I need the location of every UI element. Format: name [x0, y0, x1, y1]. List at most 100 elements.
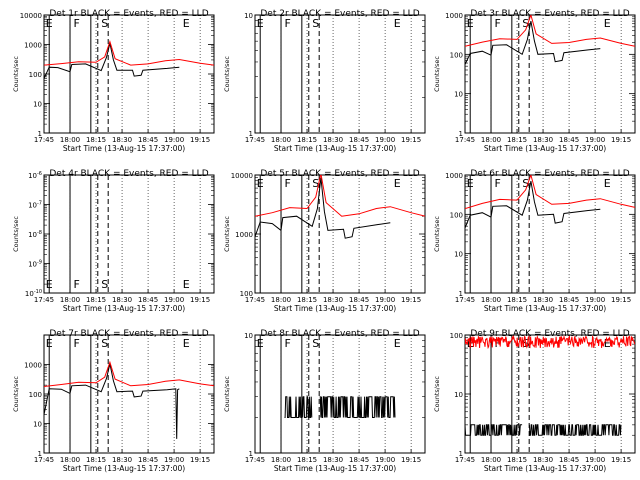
x-tick-label: 18:15 [507, 296, 527, 304]
y-tick-label: 1000 [235, 231, 253, 239]
plot-frame [254, 174, 426, 294]
y-axis-label: Counts/sec [433, 56, 441, 92]
interval-marker-s: S [312, 17, 319, 30]
x-tick-label: 17:45 [245, 456, 265, 464]
y-tick-label: 1000 [24, 42, 42, 50]
panel-det-2: 17:45 18:00 18:15 18:30 18:45 19:00 19:15E F S E1… [223, 9, 426, 153]
interval-marker-f: F [73, 278, 79, 291]
series-group [44, 39, 214, 79]
x-tick-label: 19:00 [164, 296, 184, 304]
interval-marker-f: F [284, 177, 290, 190]
y-tick-label: 10-8 [28, 230, 42, 239]
interval-marker-s: S [312, 177, 319, 190]
x-tick-label: 18:30 [323, 136, 343, 144]
panel-title: Det 9r BLACK = Events, RED = LLD [470, 329, 629, 339]
x-tick-label: 18:45 [138, 456, 158, 464]
x-tick-label: 19:15 [611, 296, 631, 304]
y-axis-label: Counts/sec [12, 56, 20, 92]
x-tick-label: 17:45 [455, 296, 475, 304]
y-tick-label: 1 [459, 450, 463, 458]
interval-marker-e: E [183, 278, 190, 291]
x-tick-label: 18:15 [507, 456, 527, 464]
x-tick-label: 17:45 [245, 136, 265, 144]
panel-det-1: 17:45 18:00 18:15 18:30 18:45 19:00 19:15E F S E1… [12, 9, 215, 153]
x-tick-label: 19:15 [190, 296, 210, 304]
interval-marker-e: E [394, 177, 401, 190]
y-tick-label: 10 [454, 391, 463, 399]
y-axis-label: Counts/sec [433, 376, 441, 412]
y-axis-label: Counts/sec [223, 56, 231, 92]
x-tick-label: 19:15 [190, 456, 210, 464]
series-events-line [255, 177, 391, 239]
y-tick-label: 100 [240, 290, 253, 298]
y-tick-label: 100 [450, 51, 463, 59]
interval-marker-f: F [494, 17, 500, 30]
x-tick-label: 18:15 [297, 136, 317, 144]
x-tick-label: 18:15 [297, 456, 317, 464]
x-tick-label: 18:15 [507, 136, 527, 144]
x-axis-label: Start Time (13-Aug-15 17:37:00) [63, 304, 185, 313]
panel-title: Det 8r BLACK = Events, RED = LLD [260, 329, 419, 339]
interval-marker-e: E [604, 337, 611, 350]
interval-marker-f: F [284, 17, 290, 30]
x-tick-label: 17:45 [34, 456, 54, 464]
x-tick-label: 18:15 [297, 296, 317, 304]
series-group [465, 15, 635, 65]
x-tick-label: 18:45 [559, 456, 579, 464]
panel-det-5: 17:45 18:00 18:15 18:30 18:45 19:00 19:15E F S E1… [223, 169, 426, 313]
series-events-line [44, 363, 180, 439]
series-lld-line [465, 15, 635, 47]
series-group [255, 175, 425, 239]
y-axis-label: Counts/sec [223, 376, 231, 412]
x-tick-label: 17:45 [245, 296, 265, 304]
series-group [44, 360, 214, 439]
y-axis-label: Counts/sec [223, 216, 231, 252]
x-tick-label: 18:00 [271, 296, 291, 304]
y-tick-label: 1 [249, 130, 253, 138]
x-tick-label: 18:45 [138, 136, 158, 144]
interval-marker-s: S [312, 337, 319, 350]
y-tick-label: 100 [450, 211, 463, 219]
x-tick-label: 18:45 [559, 296, 579, 304]
interval-marker-s: S [101, 17, 108, 30]
y-tick-label: 10 [454, 251, 463, 259]
panel-det-9: 17:45 18:00 18:15 18:30 18:45 19:00 19:15E F S E1… [433, 329, 636, 473]
x-tick-label: 18:30 [323, 456, 343, 464]
y-axis-label: Counts/sec [433, 216, 441, 252]
x-tick-label: 18:45 [349, 296, 369, 304]
series-lld-line [255, 175, 425, 217]
x-tick-label: 18:45 [138, 296, 158, 304]
x-tick-label: 18:30 [112, 296, 132, 304]
x-tick-label: 19:00 [375, 296, 395, 304]
x-tick-label: 19:15 [401, 136, 421, 144]
x-tick-label: 19:15 [190, 136, 210, 144]
x-tick-label: 18:45 [559, 136, 579, 144]
plot-frame [43, 174, 215, 294]
series-events-line [465, 181, 601, 229]
interval-marker-s: S [522, 177, 529, 190]
x-tick-label: 18:30 [533, 136, 553, 144]
x-axis-label: Start Time (13-Aug-15 17:37:00) [63, 464, 185, 473]
x-tick-label: 19:00 [585, 456, 605, 464]
interval-marker-e: E [467, 17, 474, 30]
y-tick-label: 10000 [20, 12, 42, 20]
panel-title: Det 5r BLACK = Events, RED = LLD [260, 169, 419, 179]
x-tick-label: 18:45 [349, 456, 369, 464]
x-tick-label: 19:15 [611, 136, 631, 144]
x-tick-label: 18:30 [112, 456, 132, 464]
y-tick-label: 10-9 [28, 260, 42, 269]
x-tick-label: 18:00 [271, 456, 291, 464]
x-tick-label: 19:00 [585, 136, 605, 144]
x-tick-label: 19:00 [375, 456, 395, 464]
x-tick-label: 18:00 [60, 296, 80, 304]
x-axis-label: Start Time (13-Aug-15 17:37:00) [484, 304, 606, 313]
series-lld-line [465, 175, 635, 210]
y-tick-label: 10 [244, 12, 253, 20]
y-tick-label: 1000 [24, 362, 42, 370]
y-tick-label: 10 [33, 101, 42, 109]
x-tick-label: 19:00 [164, 136, 184, 144]
x-tick-label: 19:15 [401, 296, 421, 304]
y-tick-label: 10-10 [25, 289, 42, 298]
x-tick-label: 19:00 [585, 296, 605, 304]
